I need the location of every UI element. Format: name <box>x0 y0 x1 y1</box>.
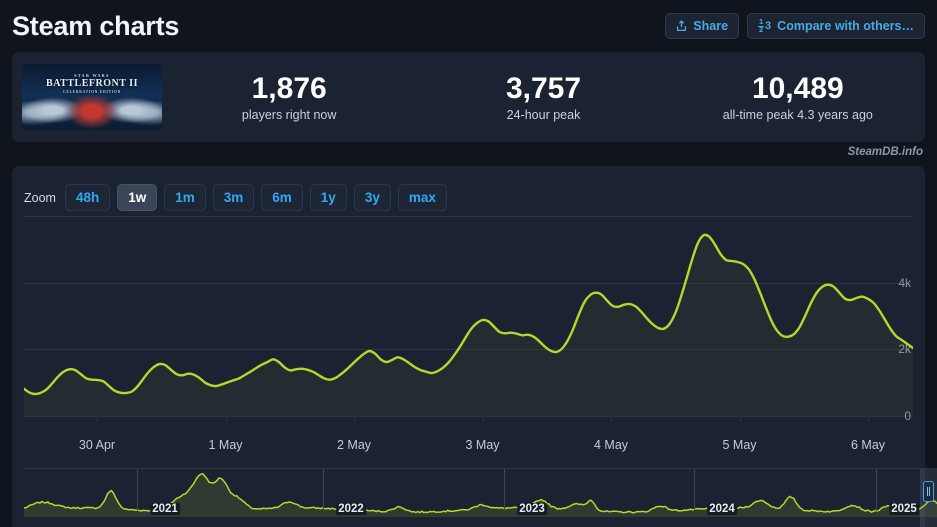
x-axis-tick-label: 2 May <box>336 438 372 452</box>
stat-all-time-peak: 10,489 all-time peak 4.3 years ago <box>671 72 925 123</box>
gridline <box>24 349 913 351</box>
navigator-right-handle[interactable] <box>923 481 934 502</box>
navigator-year-label: 2024 <box>707 503 737 515</box>
navigator-year-label: 2021 <box>150 503 180 515</box>
capsule-logo: STAR WARS BATTLEFRONT II CELEBRATION EDI… <box>22 73 162 94</box>
navigator-year-label: 2023 <box>517 503 547 515</box>
capsule-brand: STAR WARS <box>74 73 110 78</box>
share-button-label: Share <box>693 19 729 33</box>
navigator-year-label: 2022 <box>336 503 366 515</box>
zoom-button-3m[interactable]: 3m <box>212 184 255 211</box>
share-upload-icon <box>676 20 687 32</box>
zoom-button-3y[interactable]: 3y <box>353 184 391 211</box>
x-axis-tick-mark <box>97 416 98 422</box>
share-button[interactable]: Share <box>665 13 740 39</box>
zoom-button-48h[interactable]: 48h <box>64 184 111 211</box>
players-line-chart[interactable]: 4k 2k 0 30 Apr 1 May 2 May 3 May 4 May 5 May 6 M… <box>24 216 913 452</box>
gridline <box>24 282 913 284</box>
zoom-button-1w[interactable]: 1w <box>117 184 158 211</box>
x-axis-tick-mark <box>225 416 227 422</box>
stat-value: 3,757 <box>505 71 582 105</box>
navigator-year-gridline <box>504 469 505 511</box>
y-axis-tick-label: 2k <box>898 342 911 356</box>
steamdb-watermark: SteamDB.info <box>847 146 923 158</box>
x-axis-tick-mark <box>354 416 355 422</box>
navigator-year-gridline <box>137 469 138 511</box>
chart-line-series <box>24 233 913 416</box>
stat-label: all-time peak 4.3 years ago <box>722 108 873 123</box>
zoom-button-1m[interactable]: 1m <box>164 184 206 211</box>
stat-players-now: 1,876 players right now <box>162 72 416 123</box>
stat-label: players right now <box>241 108 337 123</box>
zoom-range-selector: Zoom 48h 1w 1m 3m 6m 1y 3y max <box>24 184 447 211</box>
y-axis-tick-label: 4k <box>898 275 911 290</box>
zoom-buttons: 48h 1w 1m 3m 6m 1y 3y max <box>64 184 447 211</box>
navigator-year-gridline <box>876 469 877 511</box>
x-axis-tick-mark <box>611 416 612 422</box>
gridline <box>24 216 913 217</box>
x-axis-tick-label: 3 May <box>465 438 500 452</box>
x-axis-tick-label: 5 May <box>722 438 757 452</box>
x-axis-tick-mark <box>482 416 484 422</box>
x-axis-tick-label: 1 May <box>208 438 243 452</box>
stat-value: 1,876 <box>251 71 327 105</box>
chart-range-navigator[interactable]: 2021 2022 2023 2024 2025 <box>24 468 937 527</box>
x-axis-tick-label: 6 May <box>850 438 886 452</box>
navigator-year-label: 2025 <box>889 503 919 515</box>
zoom-label: Zoom <box>24 190 56 205</box>
y-axis-tick-label: 0 <box>904 409 911 423</box>
zoom-button-1y[interactable]: 1y <box>309 184 347 211</box>
stat-value: 10,489 <box>751 71 844 105</box>
zoom-button-max[interactable]: max <box>397 184 447 211</box>
compare-button-label: Compare with others… <box>777 19 914 33</box>
capsule-subtitle: CELEBRATION EDITION <box>63 90 121 94</box>
stat-label: 24-hour peak <box>506 108 581 123</box>
navigator-sparkline <box>24 472 937 517</box>
x-axis-tick-label: 30 Apr <box>78 438 116 452</box>
navigator-year-gridline <box>694 469 695 511</box>
page-title: Steam charts <box>12 10 180 41</box>
game-capsule-image[interactable]: STAR WARS BATTLEFRONT II CELEBRATION EDI… <box>22 64 162 130</box>
zoom-button-6m[interactable]: 6m <box>261 184 303 211</box>
gridline <box>24 416 913 417</box>
x-axis-tick-mark <box>739 416 741 422</box>
navigator-year-gridline <box>323 469 324 511</box>
capsule-title: BATTLEFRONT II <box>46 78 138 89</box>
x-axis-tick-label: 4 May <box>593 438 629 452</box>
x-axis-tick-mark <box>868 416 869 422</box>
stats-card: STAR WARS BATTLEFRONT II CELEBRATION EDI… <box>12 52 925 142</box>
stat-24h-peak: 3,757 24-hour peak <box>416 72 670 123</box>
